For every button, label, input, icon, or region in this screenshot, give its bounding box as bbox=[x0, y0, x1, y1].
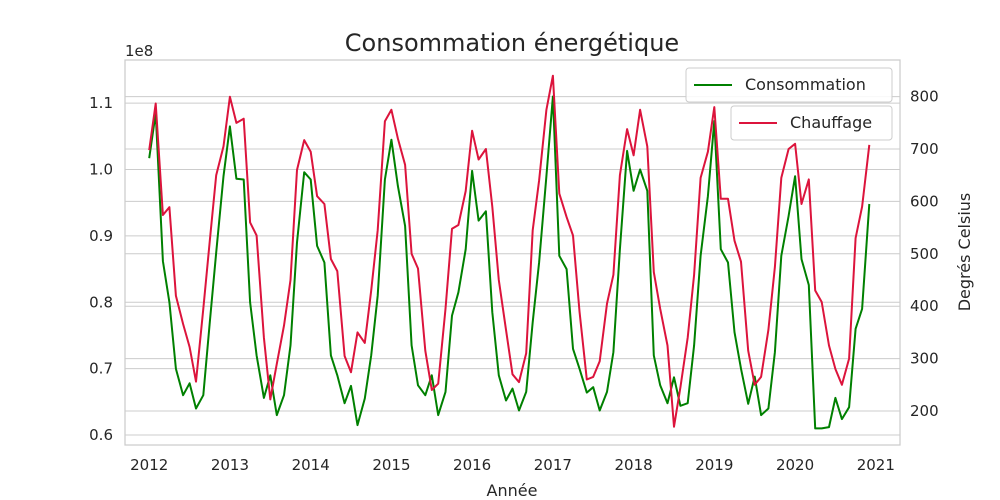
y-right-tick-label: 200 bbox=[910, 402, 939, 420]
y-left-tick-label: 1.1 bbox=[89, 94, 113, 112]
right-gridlines bbox=[125, 96, 900, 412]
y-right-tick-label: 700 bbox=[910, 140, 939, 158]
y-left-tick-label: 0.8 bbox=[89, 293, 113, 311]
y-right-tick-label: 500 bbox=[910, 245, 939, 263]
legend-label-consommation: Consommation bbox=[745, 75, 866, 94]
x-tick-label: 2014 bbox=[292, 456, 330, 474]
y-left-tick-label: 1.0 bbox=[89, 161, 113, 179]
left-axis-multiplier: 1e8 bbox=[125, 42, 153, 60]
y-right-tick-label: 800 bbox=[910, 88, 939, 106]
y-left-tick-label: 0.9 bbox=[89, 227, 113, 245]
x-axis-title: Année bbox=[487, 481, 538, 500]
y-right-tick-label: 300 bbox=[910, 350, 939, 368]
series-lines bbox=[148, 74, 871, 430]
x-tick-label: 2020 bbox=[776, 456, 814, 474]
legend-consommation: Consommation bbox=[685, 67, 893, 103]
x-tick-label: 2018 bbox=[615, 456, 653, 474]
x-tick-label: 2021 bbox=[857, 456, 895, 474]
legend-box bbox=[685, 67, 893, 103]
plot-frame bbox=[124, 59, 901, 446]
y-left-tick-label: 0.6 bbox=[89, 426, 113, 444]
x-tick-label: 2019 bbox=[695, 456, 733, 474]
x-tick-label: 2017 bbox=[534, 456, 572, 474]
legend-label-chauffage: Chauffage bbox=[790, 113, 872, 132]
x-tick-labels: 2012 2013 2014 2015 2016 2017 2018 2019 2020 2021 bbox=[130, 456, 895, 474]
x-tick-label: 2012 bbox=[130, 456, 168, 474]
y-right-tick-label: 400 bbox=[910, 297, 939, 315]
y-left-tick-label: 0.7 bbox=[89, 360, 113, 378]
series-line-consommation bbox=[148, 95, 871, 430]
chart-title: Consommation énergétique bbox=[345, 29, 679, 57]
x-tick-label: 2013 bbox=[211, 456, 249, 474]
legend-box bbox=[730, 105, 893, 141]
left-y-tick-labels: 0.6 0.7 0.8 0.9 1.0 1.1 bbox=[89, 94, 113, 444]
right-axis-title: Degrés Celsius bbox=[955, 193, 974, 312]
legend-chauffage: Chauffage bbox=[730, 105, 893, 141]
x-tick-label: 2015 bbox=[372, 456, 410, 474]
x-tick-label: 2016 bbox=[453, 456, 491, 474]
y-right-tick-label: 600 bbox=[910, 192, 939, 210]
series-line-chauffage bbox=[148, 74, 871, 428]
right-y-tick-labels: 200 300 400 500 600 700 800 bbox=[910, 88, 939, 420]
